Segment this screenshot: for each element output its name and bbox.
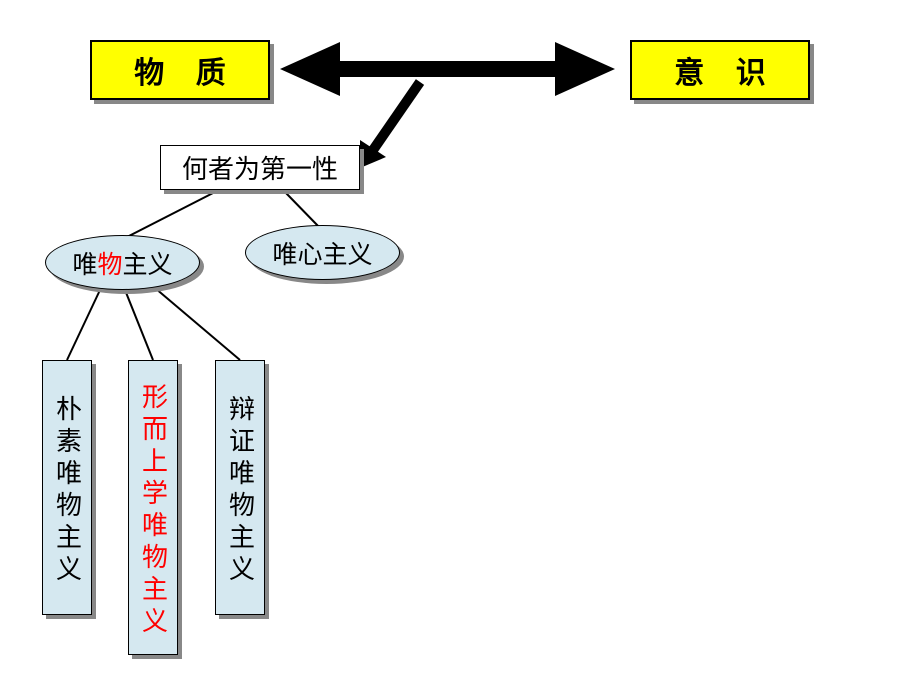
node-matter: 物 质 — [90, 40, 270, 100]
node-metaphysical-label: 形而上学唯物主义 — [135, 383, 172, 639]
node-metaphysical-materialism: 形而上学唯物主义 — [128, 360, 178, 655]
node-consciousness-label: 意 识 — [674, 48, 778, 92]
node-idealism-label: 唯心主义 — [272, 235, 372, 271]
edge-arrow-to-question — [371, 82, 420, 153]
double-arrow-icon — [280, 42, 615, 96]
node-question-label: 何者为第一性 — [182, 149, 338, 186]
node-idealism: 唯心主义 — [245, 225, 400, 280]
arrowhead-to-question-icon — [360, 140, 386, 168]
edge-q-idealism — [285, 192, 320, 228]
edge-m-metaphysical — [125, 290, 153, 360]
node-consciousness: 意 识 — [630, 40, 810, 100]
node-materialism: 唯物主义 — [45, 235, 200, 290]
node-dialectical-materialism: 辩证唯物主义 — [215, 360, 265, 615]
node-question: 何者为第一性 — [160, 145, 360, 190]
node-materialism-label: 唯物主义 — [72, 245, 172, 281]
node-naive-label: 朴素唯物主义 — [49, 395, 86, 587]
node-naive-materialism: 朴素唯物主义 — [42, 360, 92, 615]
edge-m-naive — [67, 290, 100, 360]
node-dialectical-label: 辩证唯物主义 — [222, 395, 259, 587]
edge-m-dialectical — [155, 288, 240, 360]
edge-q-materialism — [125, 192, 215, 238]
node-matter-label: 物 质 — [134, 48, 238, 92]
